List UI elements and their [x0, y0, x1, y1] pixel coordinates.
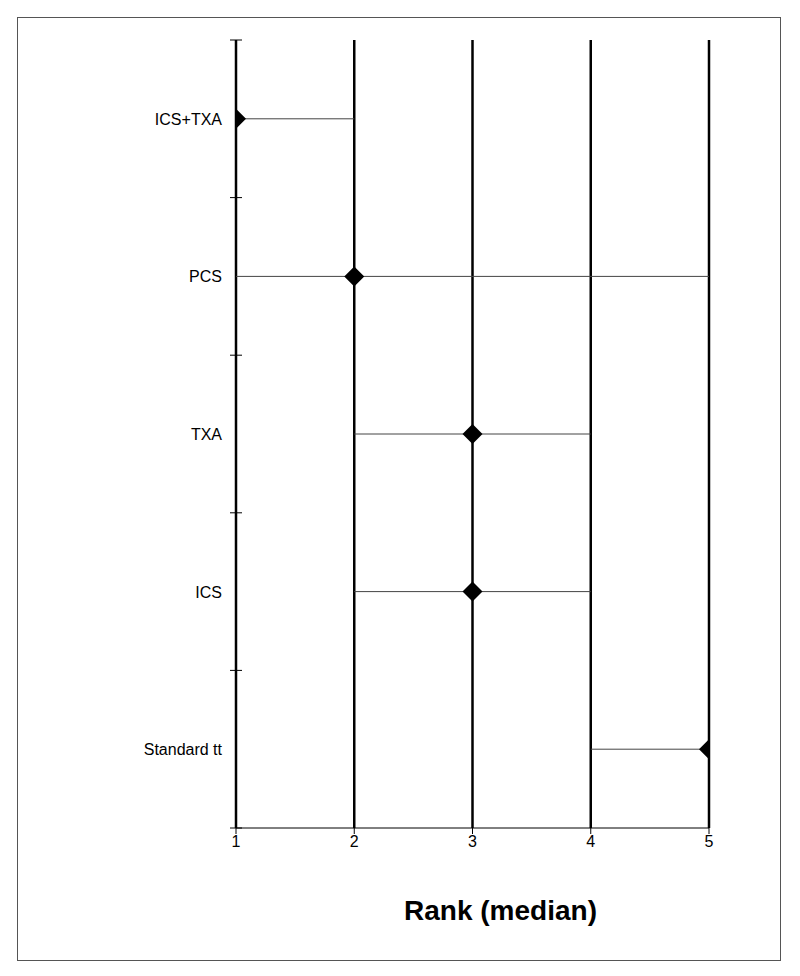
- svg-text:TXA: TXA: [191, 426, 222, 443]
- svg-text:1: 1: [232, 833, 241, 850]
- svg-text:ICS: ICS: [195, 584, 222, 601]
- svg-text:4: 4: [586, 833, 595, 850]
- svg-text:ICS+TXA: ICS+TXA: [155, 111, 222, 128]
- svg-text:PCS: PCS: [189, 268, 222, 285]
- svg-text:Standard tt: Standard tt: [144, 741, 223, 758]
- svg-text:3: 3: [468, 833, 477, 850]
- svg-text:2: 2: [350, 833, 359, 850]
- svg-text:Rank (median): Rank (median): [404, 895, 597, 926]
- svg-text:5: 5: [705, 833, 714, 850]
